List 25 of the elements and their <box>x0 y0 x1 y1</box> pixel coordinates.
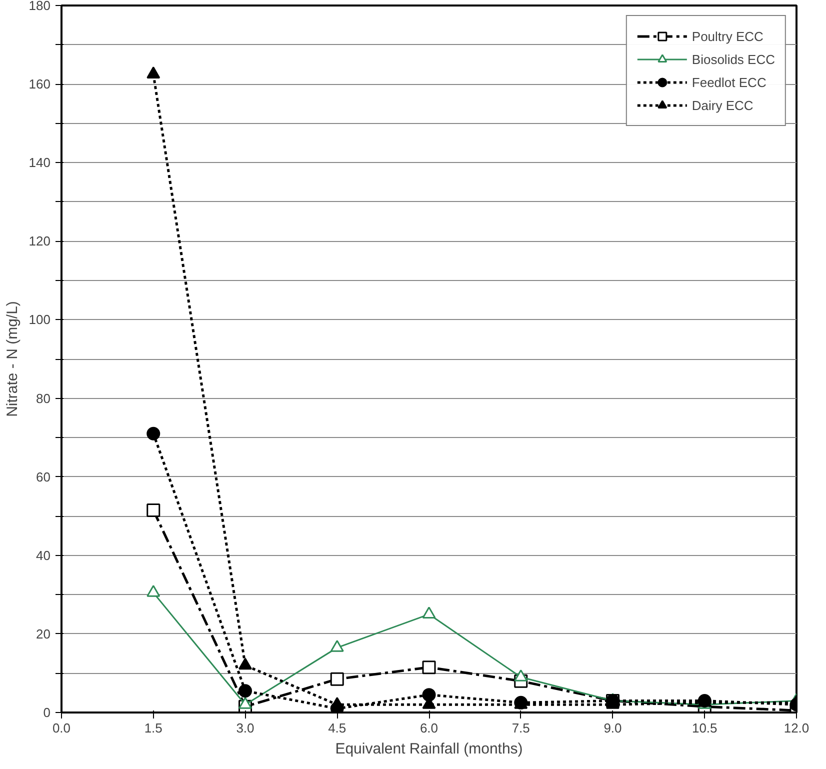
y-tick-label: 0 <box>43 705 51 720</box>
y-tick-label: 40 <box>36 548 51 563</box>
legend-label: Dairy ECC <box>692 98 754 112</box>
legend-label: Poultry ECC <box>692 28 764 44</box>
x-tick-label: 4.5 <box>328 720 346 736</box>
x-tick-label: 10.5 <box>692 720 718 736</box>
legend-label: Feedlot ECC <box>692 74 766 90</box>
y-axis-title: Nitrate - N (mg/L) <box>4 301 21 417</box>
y-tick-label: 100 <box>28 312 51 328</box>
x-tick-label: 6.0 <box>420 720 438 736</box>
x-tick-label: 7.5 <box>512 720 530 736</box>
x-tick-label: 3.0 <box>236 720 254 736</box>
y-tick-label: 20 <box>36 626 51 642</box>
y-tick-label: 180 <box>28 0 51 13</box>
y-tick-label: 80 <box>36 390 51 406</box>
x-tick-label: 1.5 <box>144 720 162 736</box>
x-tick-label: 9.0 <box>604 720 622 736</box>
y-tick-label: 60 <box>36 469 51 484</box>
x-tick-label: 12.0 <box>784 720 810 736</box>
y-tick-label: 160 <box>28 76 51 92</box>
y-tick-label: 120 <box>28 234 51 249</box>
x-tick-label: 0.0 <box>52 720 71 736</box>
x-axis-title: Equivalent Rainfall (months) <box>335 740 523 758</box>
y-tick-label: 140 <box>28 155 51 170</box>
legend-label: Biosolids ECC <box>692 52 775 66</box>
